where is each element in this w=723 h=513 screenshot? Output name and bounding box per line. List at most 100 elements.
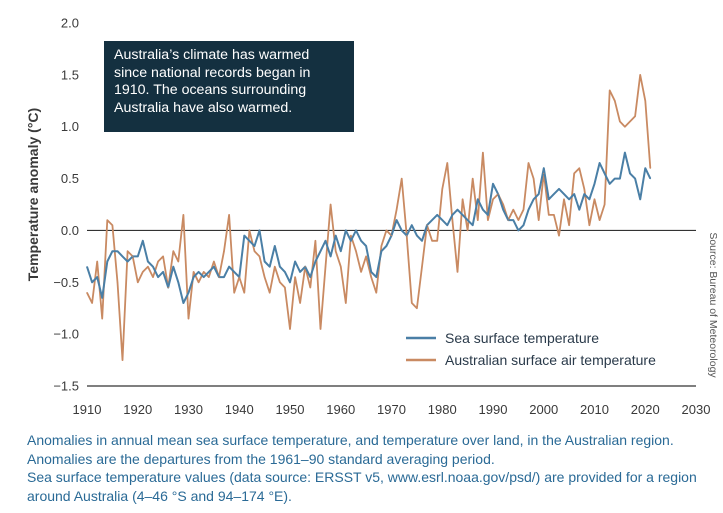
sst-point [324,240,327,242]
x-tick-label: 1940 [225,402,254,417]
air-point [294,276,296,278]
air-point [304,266,306,268]
x-tick-label: 2010 [580,402,609,417]
sst-point [451,214,453,216]
sst-point [147,260,149,263]
sst-point [456,209,459,211]
sst-point [116,250,119,252]
sst-point [142,240,144,242]
y-tick-label: 0.0 [61,223,79,238]
sst-point [182,302,185,304]
air-point [522,209,525,211]
air-point [512,209,514,211]
y-tick-label: 1.0 [61,119,79,134]
sst-point [127,260,129,263]
air-point [309,286,311,289]
sst-point [172,266,174,268]
sst-point [192,276,195,278]
sst-point [335,235,337,237]
air-point [223,250,225,252]
air-point [228,214,230,216]
air-point [568,224,570,226]
air-point [213,260,215,263]
air-point [401,177,403,180]
sst-point [274,245,276,247]
sst-point [314,260,316,263]
sst-point [411,224,413,226]
sst-point [208,271,210,273]
air-point [137,281,139,283]
sst-point [436,214,438,216]
x-tick-label: 2020 [631,402,660,417]
x-tick-label: 1970 [377,402,406,417]
y-tick-label: 2.0 [61,16,79,31]
sst-point [533,198,535,200]
sst-point [330,255,332,257]
sst-point [634,177,636,180]
x-tick-label: 1960 [326,402,355,417]
sst-point [568,198,570,200]
sst-point [177,281,179,283]
air-point [563,198,565,200]
sst-point [162,271,164,273]
air-point [116,281,119,283]
air-point [218,276,220,278]
x-tick-label: 1910 [73,402,102,417]
sst-point [294,260,296,263]
sst-point [279,266,281,268]
sst-point [604,172,606,174]
x-tick-label: 1920 [123,402,152,417]
air-point [253,250,256,252]
y-tick-label: 0.5 [61,171,79,186]
air-point [152,276,154,278]
air-point [375,292,377,294]
air-point [573,172,575,174]
air-point [335,250,337,252]
air-point [598,219,601,221]
sst-point [340,250,342,252]
air-point [609,89,611,92]
y-tick-labels: 2.0 1.5 1.0 0.5 0.0 −0.5 −1.0 −1.5 [53,16,79,394]
air-point [198,281,200,283]
air-point [269,292,271,294]
air-point [91,302,93,304]
caption: Anomalies in annual mean sea surface tem… [27,431,717,505]
air-point [390,235,393,237]
sst-point [573,193,575,195]
chart: 2.0 1.5 1.0 0.5 0.0 −0.5 −1.0 −1.5 1910 1920 1930… [25,16,719,418]
series-line-sea-surface-temperature [86,151,652,304]
sst-point [228,266,230,268]
air-point [238,276,240,278]
air-point [162,255,164,257]
annotation-box: Australia’s climate has warmed since nat… [104,41,354,132]
sst-point [644,167,646,169]
sst-point [319,250,322,252]
y-tick-label: −1.0 [53,327,79,342]
x-tick-label: 1950 [276,402,305,417]
sst-point [614,177,616,180]
air-point [497,193,499,195]
sst-point [593,183,596,185]
sst-point [360,240,362,242]
legend: Sea surface temperature Australian surfa… [406,330,656,368]
air-point [649,167,651,169]
sst-point [380,250,382,252]
data-points [86,74,651,361]
air-point [289,328,291,330]
sst-point [198,271,200,273]
air-point [431,240,433,242]
sst-point [395,219,398,221]
air-point [583,188,585,190]
air-point [492,198,494,200]
air-point [426,224,428,226]
air-point [340,266,342,268]
air-point [604,203,606,206]
air-point [644,100,646,102]
sst-point [588,198,591,200]
air-point [111,224,113,226]
series-line-air-temperature [86,74,652,362]
air-point [264,276,266,278]
legend-label-sst: Sea surface temperature [445,330,599,346]
sst-point [619,177,621,180]
air-point [319,328,322,330]
